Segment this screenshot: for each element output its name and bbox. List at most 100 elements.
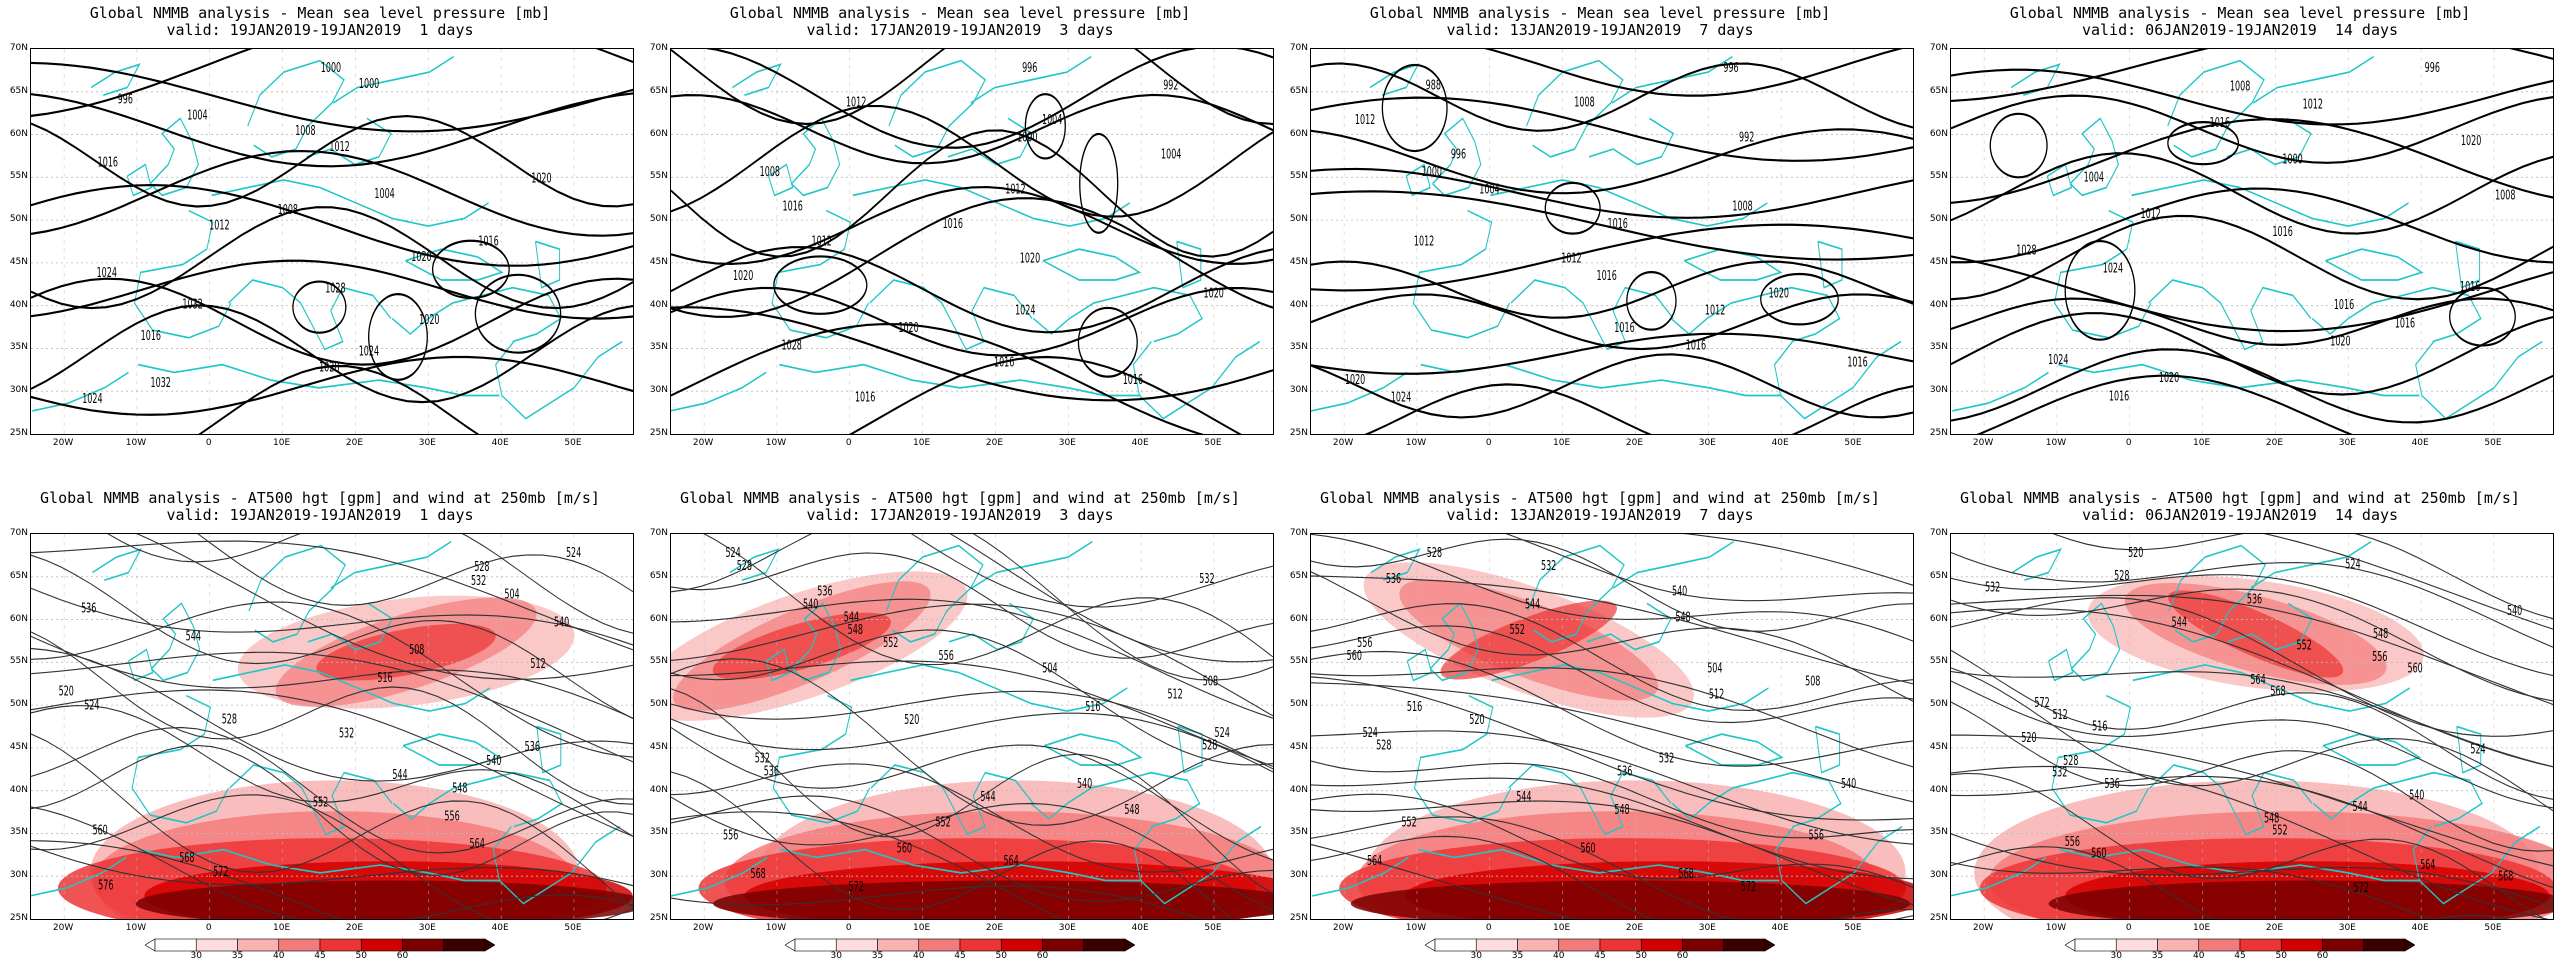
contour-label: 1016 (783, 199, 803, 215)
map-panel-5: Global NMMB analysis - AT500 hgt [gpm] a… (0, 485, 640, 961)
coastline (2046, 163, 2073, 197)
contour-label: 508 (1805, 673, 1820, 689)
contour-line (671, 771, 1233, 919)
contour-line (31, 587, 633, 646)
latitude-label: 70N (1929, 528, 1948, 538)
map-canvas: 5285325365405445485525565605045085125165… (1311, 534, 1913, 919)
coastline (771, 209, 869, 339)
contour-label: 1016 (2334, 297, 2354, 313)
contour-label: 1016 (2395, 315, 2415, 331)
contour-label: 1020 (898, 320, 918, 336)
coastlines (1311, 55, 1902, 420)
colorbar-swatch (1682, 938, 1725, 952)
contour-line (671, 795, 1273, 902)
coastline (949, 602, 1035, 651)
colorbar-swatch (2115, 938, 2158, 952)
contour-label: 516 (1085, 699, 1100, 715)
latitude-label: 45N (1289, 256, 1308, 267)
contour-label: 1000 (2282, 151, 2302, 167)
longitude-label: 0 (845, 923, 852, 933)
contour-line (671, 763, 1273, 873)
longitude-label: 0 (1485, 438, 1492, 448)
contour-label: 524 (2345, 557, 2360, 573)
latitude-label: 60N (649, 613, 668, 624)
latitude-label: 65N (1289, 85, 1308, 96)
contour-line (671, 129, 1273, 258)
contour-label: 996 (1022, 60, 1037, 76)
coastline (229, 764, 393, 836)
contour-line (1311, 167, 1913, 219)
contour-label: 1012 (1414, 233, 1434, 249)
contour-label: 1024 (2048, 352, 2068, 368)
colorbar-swatch (360, 938, 403, 952)
contour-label: 548 (2373, 626, 2388, 642)
coastline (307, 602, 394, 651)
pressure-map: 996 992 1012 1004 1000 1004 1008 1012 1016 1016 10… (670, 48, 1274, 435)
latitude-label: 70N (1289, 43, 1308, 53)
contour-line (198, 365, 480, 434)
colorbar-swatch (443, 938, 486, 952)
coastline (536, 725, 562, 774)
longitude-label: 0 (205, 438, 212, 448)
colorbar-swatch (154, 938, 197, 952)
latitude-label: 45N (1929, 256, 1948, 267)
closed-isobar (1024, 93, 1066, 160)
panel-valid-period: valid: 17JAN2019-19JAN2019 3 days (806, 21, 1114, 39)
contour-label: 532 (2052, 764, 2067, 780)
pressure-map: 1000 1000 996 1004 1008 1012 1016 1020 1004 1008 1… (30, 48, 634, 435)
contour-label: 540 (486, 753, 501, 769)
contour-line (31, 647, 633, 782)
closed-isobar (431, 239, 510, 300)
longitude-label: 30E (418, 923, 436, 933)
contour-label: 1020 (2330, 334, 2350, 350)
colorbar-swatch (959, 938, 1002, 952)
contour-label: 1008 (1732, 199, 1752, 215)
contour-label: 556 (1357, 635, 1372, 651)
coastline (1042, 248, 1142, 281)
longitude-label: 20W (52, 923, 74, 933)
longitude-label: 20E (985, 923, 1004, 933)
colorbar-swatch (794, 938, 837, 952)
contour-label: 568 (179, 850, 194, 866)
longitude-label: 10W (1405, 923, 1427, 933)
map-panel-7: Global NMMB analysis - AT500 hgt [gpm] a… (1280, 485, 1920, 961)
latitude-label: 25N (649, 428, 668, 438)
geopotential-wind-map: 528 532 536 540 544 548 552 556 560 504 508 512 516 5… (1310, 533, 1914, 920)
coastline (1951, 856, 2047, 897)
pressure-map: 996 988 1008 1012 992 996 1000 1004 1008 1016 1012… (1310, 48, 1914, 435)
contour-line (1311, 816, 1913, 919)
contour-label: 540 (2507, 603, 2522, 619)
longitude-label: 0 (2125, 438, 2132, 448)
coastline (1312, 856, 1409, 897)
longitude-label: 10W (125, 438, 147, 448)
colorbar-tick-label: 45 (314, 951, 326, 961)
coastline (2048, 648, 2074, 682)
coastline (1033, 286, 1203, 343)
contour-line (1951, 734, 2553, 867)
coastline (126, 163, 153, 197)
latitude-label: 60N (1929, 613, 1948, 624)
contour-label: 524 (566, 545, 581, 561)
colorbar-tick-label: 50 (995, 951, 1007, 961)
contour-label: 544 (2353, 799, 2368, 815)
panel-title: Global NMMB analysis - AT500 hgt [gpm] a… (1320, 489, 1880, 507)
coastline (671, 856, 768, 897)
isobars (671, 49, 1273, 434)
coastline (1405, 163, 1431, 197)
latitude-label: 25N (9, 428, 28, 438)
longitude-label: 50E (564, 923, 582, 933)
closed-isobar (1077, 306, 1138, 378)
contour-line (1951, 187, 2553, 264)
contour-label: 552 (883, 635, 898, 651)
coastline (92, 548, 142, 581)
contour-label: 1012 (1355, 112, 1375, 128)
contour-line (1311, 62, 1913, 132)
contour-line (31, 277, 633, 366)
longitude-label: 50E (1844, 438, 1862, 448)
contour-label: 552 (2297, 637, 2312, 653)
wind-colorbar (1424, 938, 1776, 952)
contour-line (1505, 534, 1913, 602)
coastline (402, 733, 502, 766)
panel-title: Global NMMB analysis - AT500 hgt [gpm] a… (40, 489, 600, 507)
contour-labels: 996 988 1008 1012 992 996 1000 1004 1008 1016 1012… (1345, 60, 1868, 405)
